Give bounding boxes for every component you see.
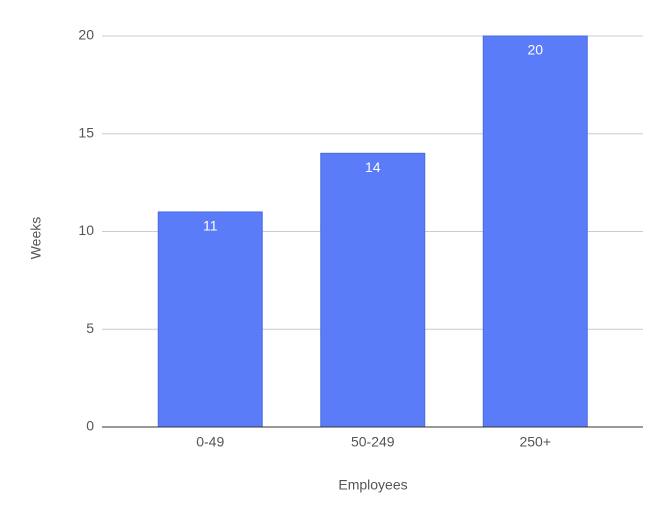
data-label: 14 [365, 159, 381, 175]
y-tick-label: 10 [78, 222, 94, 238]
bar [157, 211, 263, 428]
y-tick-label: 0 [86, 418, 94, 434]
x-axis-label: Employees [338, 477, 407, 493]
x-tick-label: 50-249 [351, 434, 395, 450]
bar [320, 152, 426, 428]
y-tick-label: 20 [78, 27, 94, 43]
y-tick-label: 5 [86, 320, 94, 336]
y-axis-label: Weeks [28, 217, 44, 260]
data-label: 11 [203, 218, 218, 234]
bar [482, 35, 588, 428]
x-tick-label: 250+ [519, 434, 551, 450]
x-tick-label: 0-49 [196, 434, 224, 450]
data-label: 20 [527, 42, 543, 58]
y-tick-label: 15 [78, 124, 94, 140]
